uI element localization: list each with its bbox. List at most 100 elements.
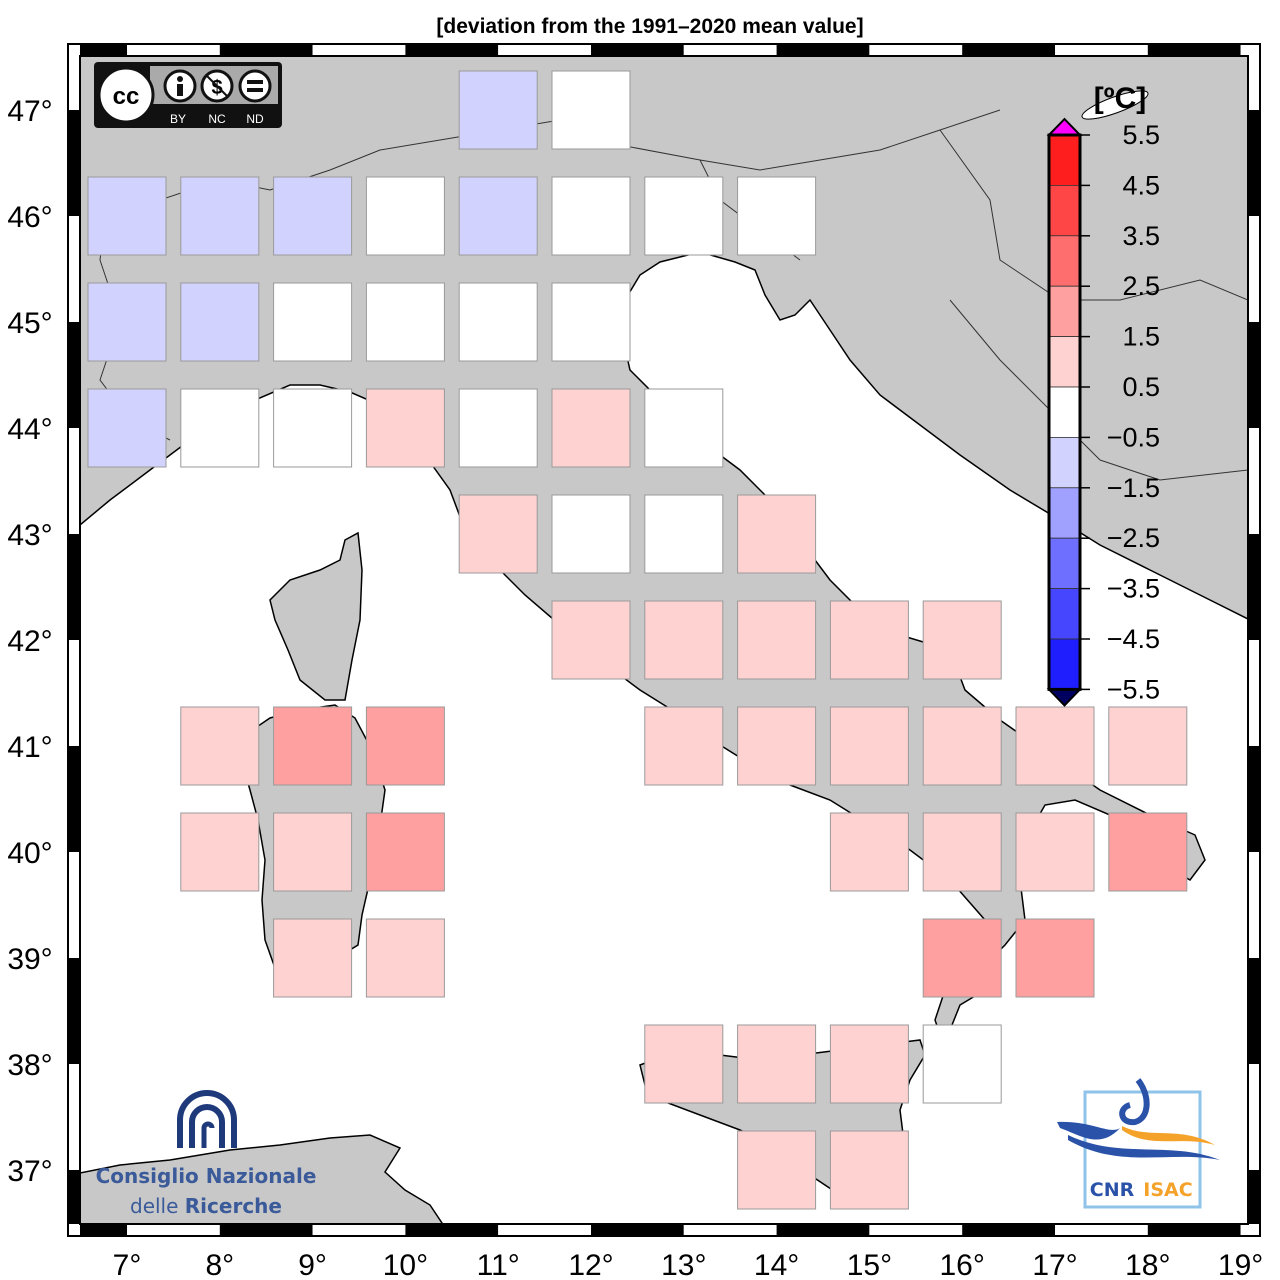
frame-segment-top	[683, 45, 777, 55]
colorbar-label: −1.5	[1107, 473, 1160, 503]
frame-segment-bottom	[498, 1225, 591, 1235]
colorbar-label: −0.5	[1107, 422, 1160, 452]
frame-segment-right	[1249, 958, 1259, 1064]
frame-segment-right	[1249, 56, 1259, 110]
grid-cell-16-41	[922, 706, 1002, 786]
grid-cell-14-46	[737, 176, 817, 256]
grid-cell-9-40	[273, 812, 353, 892]
colorbar: [ºC] 5.5 4.5 3.5 2.5 1.5 0.5 −0.5 −1.5 −2.5 −3.5 −…	[1046, 82, 1160, 707]
grid-cell-16-38	[922, 1024, 1002, 1104]
lake-balaton	[1081, 90, 1149, 120]
x-tick-label: 15°	[847, 1249, 892, 1280]
grid-cell-10-41	[365, 706, 445, 786]
colorbar-bin	[1048, 336, 1081, 388]
grid-cell-12-44	[551, 388, 631, 468]
frame-segment-left	[69, 534, 79, 640]
grid-cell-12-45	[551, 282, 631, 362]
y-tick-label: 46°	[7, 201, 52, 234]
grid-cell-14-38	[737, 1024, 817, 1104]
frame-segment-right	[1249, 1064, 1259, 1170]
x-tick-label: 10°	[383, 1249, 428, 1280]
colorbar-label: 4.5	[1122, 170, 1160, 200]
grid-cell-8-45	[180, 282, 260, 362]
cc-by-label: BY	[170, 112, 186, 126]
colorbar-bin	[1048, 134, 1081, 186]
frame-segment-left	[69, 1170, 79, 1224]
colorbar-label: 3.5	[1122, 221, 1160, 251]
frame-segment-left	[69, 56, 79, 110]
y-tick-label: 44°	[7, 413, 52, 446]
frame-segment-bottom	[127, 1225, 220, 1235]
frame-segment-bottom	[405, 1225, 499, 1235]
grid-cell-9-39	[273, 918, 353, 998]
grid-cell-16-39	[922, 918, 1002, 998]
colorbar-label: −2.5	[1107, 523, 1160, 553]
colorbar-label: 2.5	[1122, 271, 1160, 301]
x-tick-label: 9°	[298, 1249, 327, 1280]
frame-segment-bottom	[80, 1225, 127, 1235]
frame-segment-top	[869, 45, 963, 55]
grid-cell-12-43	[551, 494, 631, 574]
grid-cell-15-41	[829, 706, 909, 786]
y-tick-label: 40°	[7, 837, 52, 870]
grid-cell-10-39	[365, 918, 445, 998]
frame-segment-right	[1249, 110, 1259, 216]
grid-cell-13-46	[644, 176, 724, 256]
anomaly-grid	[87, 70, 1188, 1210]
y-tick-label: 37°	[7, 1155, 52, 1188]
frame-segment-right	[1249, 746, 1259, 852]
grid-cell-8-44	[180, 388, 260, 468]
frame-segment-left	[69, 322, 79, 428]
grid-cell-16-40	[922, 812, 1002, 892]
y-tick-label: 38°	[7, 1049, 52, 1082]
grid-cell-15-38	[829, 1024, 909, 1104]
frame-segment-top	[962, 45, 1055, 55]
frame-segment-left	[69, 640, 79, 746]
grid-cell-14-43	[737, 494, 817, 574]
grid-cell-11-45	[458, 282, 538, 362]
grid-cell-17-40	[1015, 812, 1095, 892]
colorbar-unit: [ºC]	[1094, 82, 1147, 115]
nd-icon	[238, 69, 272, 103]
svg-text:$: $	[211, 77, 222, 99]
y-axis-labels: 37° 38° 39° 40° 41° 42° 43° 44° 45° 46° 47°	[7, 95, 52, 1188]
y-tick-label: 39°	[7, 943, 52, 976]
y-tick-label: 47°	[7, 95, 52, 128]
grid-cell-8-41	[180, 706, 260, 786]
frame-segment-top	[219, 45, 313, 55]
grid-cell-10-46	[365, 176, 445, 256]
frame-segment-top	[1147, 45, 1241, 55]
grid-cell-18-41	[1108, 706, 1188, 786]
x-tick-label: 19°	[1218, 1249, 1263, 1280]
frame-segment-top	[127, 45, 220, 55]
colorbar-bin	[1048, 184, 1081, 237]
grid-cell-11-44	[458, 388, 538, 468]
frame-segment-bottom	[962, 1225, 1055, 1235]
frame-segment-right	[1249, 852, 1259, 958]
grid-cell-15-40	[829, 812, 909, 892]
cnr-isac-logo: CNR ISAC	[1057, 1078, 1220, 1209]
x-tick-label: 11°	[477, 1249, 520, 1280]
x-tick-label: 12°	[568, 1249, 613, 1280]
grid-cell-7-46	[87, 176, 167, 256]
frame-segment-bottom	[1147, 1225, 1241, 1235]
frame-segment-bottom	[591, 1225, 684, 1235]
grid-cell-8-46	[180, 176, 260, 256]
colorbar-bin	[1048, 285, 1081, 338]
cnr-logo: Consiglio Nazionale delle Ricerche	[96, 1090, 316, 1218]
grid-cell-13-43	[644, 494, 724, 574]
grid-cell-9-44	[273, 388, 353, 468]
grid-cell-7-45	[87, 282, 167, 362]
frame-segment-top	[591, 45, 684, 55]
colorbar-bin	[1048, 537, 1081, 590]
cc-license-logo: cc $ BY NC ND	[94, 62, 282, 128]
colorbar-bin	[1048, 588, 1081, 640]
cc-icon	[97, 66, 155, 124]
colorbar-label: 0.5	[1122, 372, 1160, 402]
grid-cell-9-45	[273, 282, 353, 362]
colorbar-bin	[1048, 235, 1081, 287]
y-tick-label: 41°	[7, 731, 52, 764]
isac-cnr-text: CNR	[1090, 1179, 1135, 1201]
frame-segment-bottom	[1055, 1225, 1148, 1235]
